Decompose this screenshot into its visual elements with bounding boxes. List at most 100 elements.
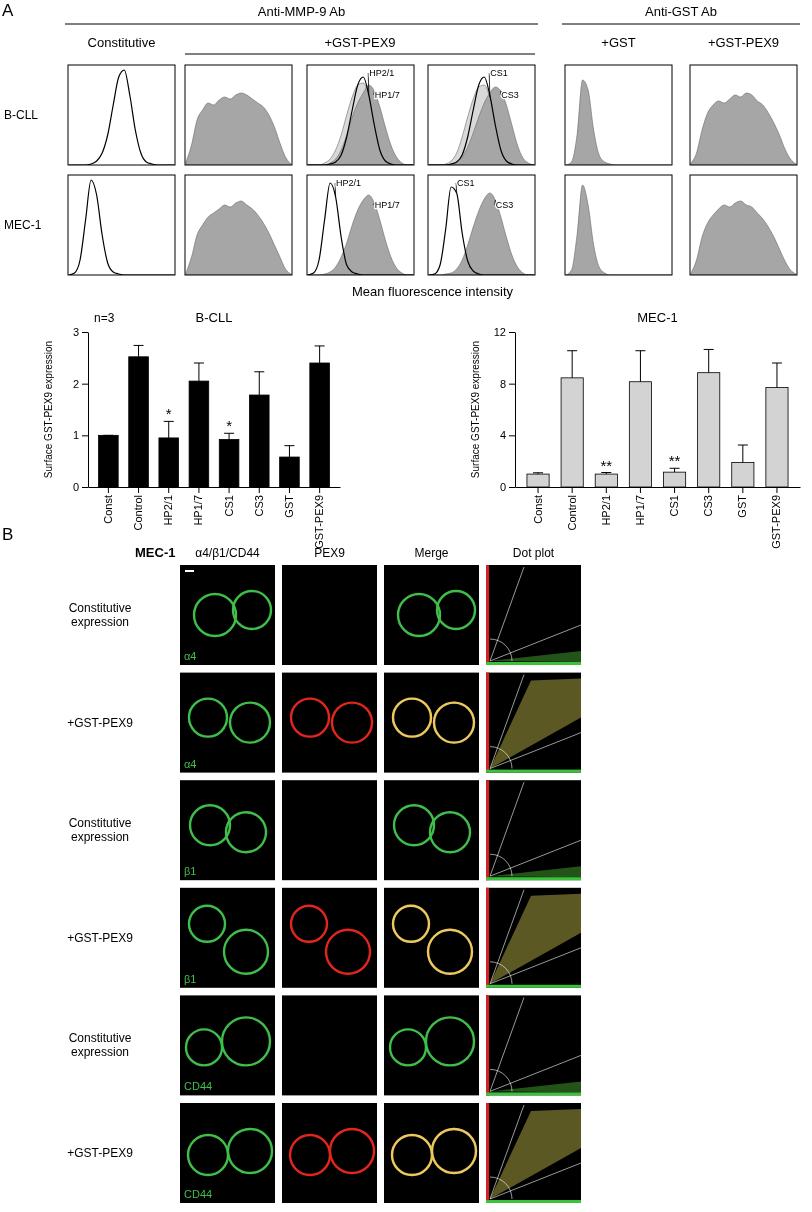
row-label-line: Constitutive bbox=[69, 601, 132, 615]
plot-frame bbox=[68, 175, 175, 275]
column-header: Dot plot bbox=[513, 546, 555, 560]
column-header: α4/β1/CD44 bbox=[195, 546, 260, 560]
threshold-arc bbox=[490, 854, 512, 876]
error-bar bbox=[103, 435, 113, 436]
marker-label: β1 bbox=[184, 973, 196, 985]
bar bbox=[280, 457, 300, 487]
error-stem bbox=[742, 445, 743, 462]
plot-area bbox=[566, 185, 671, 275]
histogram bbox=[68, 175, 175, 275]
green-ring bbox=[226, 812, 266, 852]
tick-label: 12 bbox=[494, 326, 506, 338]
series-label: CS1 bbox=[490, 68, 508, 78]
histogram-area bbox=[429, 85, 534, 165]
red-axis-strip bbox=[486, 565, 489, 665]
tick: 3 bbox=[73, 326, 88, 338]
tick-mark bbox=[319, 487, 320, 493]
red-ring bbox=[330, 1129, 374, 1173]
error-stem bbox=[640, 351, 641, 382]
dot-cloud bbox=[490, 894, 581, 984]
error-bar bbox=[635, 351, 645, 382]
histogram bbox=[690, 65, 797, 165]
plot-area bbox=[429, 187, 534, 275]
plot-frame bbox=[68, 65, 175, 165]
micrograph bbox=[384, 673, 479, 773]
micrograph bbox=[282, 1103, 377, 1203]
column-header: PEX9 bbox=[314, 546, 345, 560]
quadrant-line bbox=[490, 733, 581, 769]
tick-mark bbox=[509, 487, 515, 488]
row-label: +GST-PEX9 bbox=[67, 716, 133, 730]
histogram-outline bbox=[308, 183, 413, 275]
tick-mark bbox=[229, 487, 230, 493]
plot-background bbox=[185, 175, 292, 275]
dot-plot bbox=[486, 888, 581, 988]
dot-cloud bbox=[490, 1109, 581, 1199]
tick: 8 bbox=[500, 378, 515, 390]
tick-label: 2 bbox=[73, 378, 79, 390]
image-background bbox=[486, 673, 581, 773]
error-stem bbox=[259, 372, 260, 395]
tick-label: GST bbox=[283, 495, 295, 518]
tick: HP1/7 bbox=[634, 487, 646, 526]
x-axis: ConstControlHP2/1HP1/7CS1CS3GSTGST-PEX9 bbox=[516, 487, 801, 549]
marker-label: α4 bbox=[184, 650, 196, 662]
row-label-line: expression bbox=[71, 830, 129, 844]
dot-plot bbox=[486, 995, 581, 1095]
threshold-arc bbox=[490, 747, 512, 769]
column-header: Merge bbox=[414, 546, 448, 560]
error-bar bbox=[164, 421, 174, 438]
tick-mark bbox=[742, 487, 743, 493]
image-background bbox=[384, 673, 479, 773]
red-axis-strip bbox=[486, 888, 489, 988]
tick-mark bbox=[572, 487, 573, 493]
micrograph: α4 bbox=[180, 673, 275, 773]
tick-label: HP1/7 bbox=[192, 495, 204, 526]
green-ring bbox=[233, 591, 271, 629]
tick-label: 0 bbox=[73, 481, 79, 493]
plot-background bbox=[307, 65, 414, 165]
panel-label: A bbox=[2, 1, 14, 20]
series-label: CS3 bbox=[501, 90, 519, 100]
plot-area bbox=[186, 93, 291, 165]
quadrant-line bbox=[490, 890, 524, 984]
marker-label: α4 bbox=[184, 758, 196, 770]
plot-frame bbox=[690, 175, 797, 275]
micrograph bbox=[282, 780, 377, 880]
quadrant-line bbox=[490, 840, 581, 876]
plot-background bbox=[565, 175, 672, 275]
histogram bbox=[565, 175, 672, 275]
tick: 0 bbox=[500, 481, 515, 493]
quadrant-line bbox=[490, 782, 524, 876]
green-ring bbox=[393, 906, 429, 942]
tick-mark bbox=[606, 487, 607, 493]
column-header: +GST-PEX9 bbox=[324, 35, 395, 50]
micrograph: β1 bbox=[180, 888, 275, 988]
plot-background bbox=[307, 175, 414, 275]
tick: CS3 bbox=[702, 487, 714, 516]
histogram-area bbox=[186, 201, 291, 275]
row-label: Constitutiveexpression bbox=[69, 816, 132, 844]
green-ring bbox=[186, 1029, 222, 1065]
column-header: +GST bbox=[601, 35, 635, 50]
tick: Const bbox=[102, 487, 114, 524]
chart-title: B-CLL bbox=[196, 310, 233, 325]
dot-cloud bbox=[490, 651, 581, 662]
tick: GST-PEX9 bbox=[770, 487, 782, 549]
quadrant-line bbox=[490, 948, 581, 984]
green-axis-strip bbox=[486, 770, 581, 773]
quadrant-line bbox=[490, 625, 581, 661]
error-cap bbox=[315, 345, 325, 346]
histogram-area bbox=[566, 185, 671, 275]
red-axis-strip bbox=[486, 1103, 489, 1203]
green-ring bbox=[230, 703, 270, 743]
image-background bbox=[282, 565, 377, 665]
series-label: HP1/7 bbox=[375, 90, 400, 100]
bar bbox=[663, 472, 685, 487]
tick-label: Const bbox=[102, 495, 114, 524]
plot-background bbox=[68, 65, 175, 165]
bar bbox=[527, 474, 549, 487]
tick-mark bbox=[82, 384, 88, 385]
y-axis-title: Surface GST-PEX9 expression bbox=[43, 341, 54, 478]
tick-mark bbox=[82, 435, 88, 436]
